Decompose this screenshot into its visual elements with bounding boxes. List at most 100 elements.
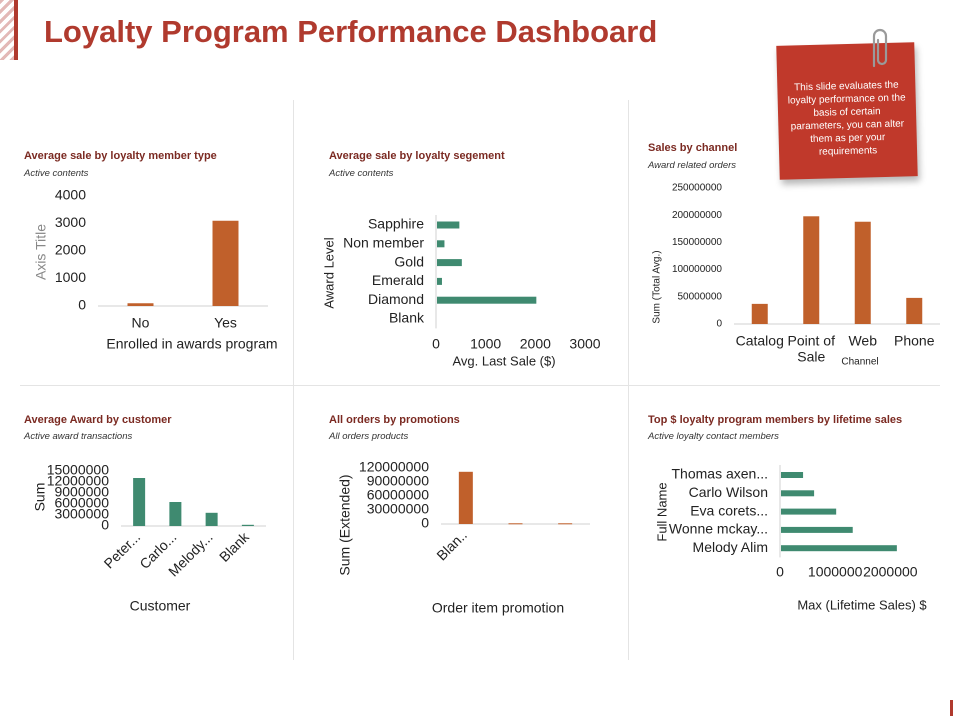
chart-5-y-tick-label: 60000000	[367, 487, 430, 503]
chart-2-title: Average sale by loyalty segement	[329, 150, 505, 162]
chart-6-bar	[781, 526, 853, 533]
chart-6-title: Top $ loyalty program members by lifetim…	[648, 414, 903, 426]
chart-4-category-label: Blank	[216, 528, 253, 565]
chart-2-x-tick-label: 0	[432, 336, 440, 352]
chart-3-y-tick-label: 250000000	[672, 183, 722, 194]
chart-2-bar	[437, 259, 462, 267]
chart-6-subtitle: Active loyalty contact members	[648, 431, 779, 442]
chart-3-bar	[906, 297, 923, 324]
chart-6-category-label: Thomas axen...	[672, 466, 769, 482]
chart-1-y-tick-label: 1000	[55, 269, 86, 285]
chart-6-category-label: Eva corets...	[690, 502, 768, 518]
chart-4-bar	[241, 524, 254, 526]
chart-6-bar	[781, 472, 804, 478]
chart-3-y-tick-label: 0	[716, 319, 722, 330]
chart-2-category-label: Diamond	[368, 291, 424, 307]
chart-2-x-tick-label: 1000	[470, 336, 501, 352]
chart-3-bar	[854, 221, 871, 324]
chart-2-y-axis-title: Award Level	[321, 237, 336, 308]
chart-3-category-label-line-1: Point of	[788, 333, 836, 349]
chart-1-bar	[127, 303, 154, 306]
chart-2-x-tick-label: 2000	[520, 336, 551, 352]
chart-6-category-label: Carlo Wilson	[689, 484, 768, 500]
chart-3-x-axis-title: Channel	[841, 357, 878, 368]
chart-4-bar	[169, 502, 182, 526]
chart-3-category-label: Web	[848, 333, 877, 349]
chart-1-y-tick-label: 4000	[55, 187, 86, 203]
decorative-footer-bar	[950, 700, 953, 716]
chart-3-y-axis-title: Sum (Total Avg.)	[652, 250, 663, 323]
chart-1-title: Average sale by loyalty member type	[24, 150, 217, 162]
chart-4-y-tick-label: 3000000	[54, 506, 109, 522]
chart-1-y-tick-label: 2000	[55, 242, 86, 258]
chart-1-y-tick-label: 0	[78, 297, 86, 313]
chart-2-category-label: Emerald	[372, 272, 424, 288]
chart-4-x-axis-title: Customer	[130, 598, 191, 614]
chart-2-category-label: Sapphire	[368, 216, 424, 232]
chart-6-category-label: Melody Alim	[693, 539, 768, 555]
chart-2-bar	[437, 277, 442, 285]
chart-5-y-tick-label: 120000000	[359, 459, 429, 475]
chart-4-bar	[205, 512, 218, 526]
chart-5-y-axis-title: Sum (Extended)	[337, 474, 353, 575]
chart-6-bar	[781, 508, 837, 515]
chart-5-subtitle: All orders products	[329, 431, 409, 442]
chart-3-category-label: Phone	[894, 333, 935, 349]
grid-divider-vertical-left	[293, 100, 294, 660]
chart-2-bar	[437, 221, 460, 229]
chart-6-x-tick-label: 1000000	[808, 564, 863, 580]
chart-5-y-tick-label: 0	[421, 515, 429, 531]
chart-5-x-axis-title: Order item promotion	[432, 600, 564, 616]
grid-divider-horizontal	[20, 385, 940, 386]
chart-4-subtitle: Active award transactions	[24, 431, 133, 442]
chart-5-y-tick-label: 90000000	[367, 473, 430, 489]
chart-1-x-axis-title: Enrolled in awards program	[106, 336, 277, 352]
chart-1-category-label: No	[132, 315, 150, 331]
chart-4-y-axis-title: Sum	[32, 483, 48, 512]
chart-3-bar	[803, 216, 820, 324]
chart-4-bar	[133, 478, 146, 526]
chart-1-subtitle: Active contents	[24, 168, 89, 179]
chart-6-bar	[781, 545, 897, 552]
chart-2-category-label: Blank	[389, 310, 425, 326]
chart-5-y-tick-label: 30000000	[367, 501, 430, 517]
chart-6-bar	[781, 490, 815, 497]
chart-4-y-tick-label: 9000000	[54, 484, 109, 500]
chart-5-bar	[458, 471, 473, 524]
grid-divider-vertical-right	[628, 100, 629, 660]
chart-6-x-tick-label: 2000000	[863, 564, 918, 580]
chart-2-bar	[437, 240, 445, 248]
chart-3-y-tick-label: 50000000	[678, 291, 723, 302]
chart-5-title: All orders by promotions	[329, 414, 460, 426]
chart-6-x-tick-label: 0	[776, 564, 784, 580]
chart-1-bar	[212, 220, 239, 306]
chart-2-x-axis-title: Avg. Last Sale ($)	[452, 353, 555, 368]
chart-4-y-tick-label: 6000000	[54, 495, 109, 511]
chart-1-y-axis-title: Axis Title	[33, 224, 49, 280]
chart-6-x-axis-title: Max (Lifetime Sales) $	[797, 597, 927, 612]
chart-2-subtitle: Active contents	[329, 168, 394, 179]
chart-3-y-tick-label: 200000000	[672, 210, 722, 221]
chart-6-category-label: Wonne mckay...	[669, 521, 768, 537]
chart-1-y-tick-label: 3000	[55, 214, 86, 230]
decorative-stripes	[0, 0, 14, 60]
decorative-accent-bar	[14, 0, 18, 60]
chart-3-y-tick-label: 150000000	[672, 237, 722, 248]
chart-3-title: Sales by channel	[648, 142, 738, 154]
chart-4-category-label: Peter...	[101, 529, 144, 572]
chart-3-category-label: Catalog	[736, 333, 784, 349]
chart-5-bar	[508, 523, 523, 525]
chart-3-bar	[751, 303, 768, 324]
paperclip-icon	[872, 28, 888, 68]
chart-4-title: Average Award by customer	[24, 414, 172, 426]
chart-4-y-tick-label: 12000000	[47, 473, 110, 489]
chart-2-x-tick-label: 3000	[569, 336, 600, 352]
chart-3-category-label-line-2: Sale	[797, 349, 825, 365]
chart-2-category-label: Non member	[343, 235, 424, 251]
chart-4-y-tick-label: 15000000	[47, 462, 110, 478]
chart-5-category-label: Blan..	[433, 527, 470, 564]
chart-2-bar	[437, 296, 537, 304]
chart-1-category-label: Yes	[214, 315, 237, 331]
